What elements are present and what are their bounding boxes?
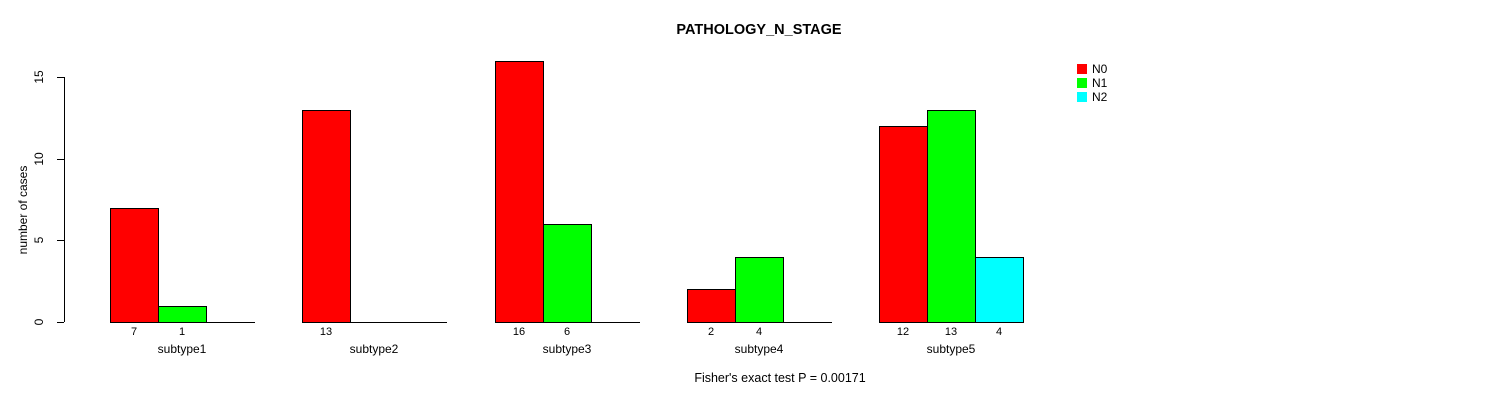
y-tick-mark [57,77,64,78]
category-label: subtype3 [542,342,592,356]
y-tick-label: 5 [32,236,46,244]
legend-swatch-n0 [1077,64,1087,74]
bar-value-label: 13 [319,326,333,338]
legend-row: N2 [1077,90,1107,104]
bar [543,224,592,323]
legend-swatch-n2 [1077,92,1087,102]
bar-value-label: 16 [512,326,526,338]
bar [735,257,784,323]
bar-value-label: 2 [707,326,715,338]
legend-swatch-n1 [1077,78,1087,88]
y-axis-line [64,77,65,322]
bar-value-label: 6 [563,326,571,338]
category-label: subtype4 [734,342,784,356]
bar-value-label: 1 [178,326,186,338]
category-label: subtype5 [926,342,976,356]
category-label: subtype2 [349,342,399,356]
bar-value-label: 12 [896,326,910,338]
group-baseline [302,322,447,323]
bar [158,306,207,323]
legend-row: N1 [1077,76,1107,90]
y-tick-label: 15 [32,70,46,84]
y-tick-mark [57,159,64,160]
legend: N0 N1 N2 [1077,62,1107,104]
y-axis-label: number of cases [16,165,30,255]
legend-label: N2 [1092,90,1108,104]
bar [927,110,976,323]
bar [110,208,159,323]
bar-value-label: 4 [995,326,1003,338]
category-label: subtype1 [157,342,207,356]
chart-title: PATHOLOGY_N_STAGE [676,22,842,38]
y-tick-mark [57,240,64,241]
bar-value-label: 4 [755,326,763,338]
bar-value-label: 7 [130,326,138,338]
legend-row: N0 [1077,62,1107,76]
legend-label: N1 [1092,76,1108,90]
y-tick-label: 0 [32,318,46,326]
bar [495,61,544,323]
bar-value-label: 13 [944,326,958,338]
legend-label: N0 [1092,62,1108,76]
fisher-test-annotation: Fisher's exact test P = 0.00171 [694,371,866,385]
bar [302,110,351,323]
y-tick-label: 10 [32,152,46,166]
bar [975,257,1024,323]
bar [879,126,928,323]
bar [687,289,736,323]
y-tick-mark [57,322,64,323]
